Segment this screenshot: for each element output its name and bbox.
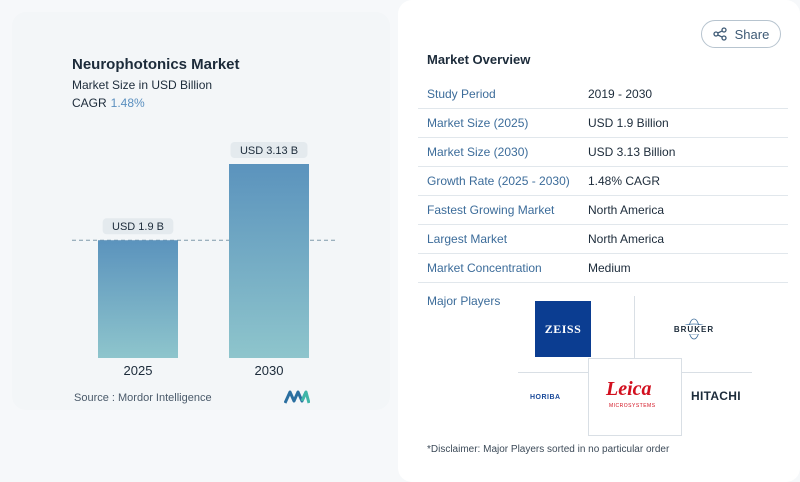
overview-row-label: Market Size (2030) xyxy=(427,145,529,159)
data-label: USD 1.9 B xyxy=(112,221,164,233)
logo-grid-divider xyxy=(682,372,752,373)
bar-2030 xyxy=(229,164,309,358)
overview-row-value: 2019 - 2030 xyxy=(588,87,653,101)
logo-grid-divider xyxy=(634,296,635,358)
x-tick-label: 2030 xyxy=(255,363,284,378)
overview-row-label: Fastest Growing Market xyxy=(427,203,555,217)
share-icon xyxy=(712,27,727,41)
overview-row-label: Market Concentration xyxy=(427,261,542,275)
horiba-logo: HORIBA xyxy=(530,394,561,401)
overview-row-value: Medium xyxy=(588,261,631,275)
zeiss-logo: ZEISS xyxy=(535,301,591,357)
source-note: Source : Mordor Intelligence xyxy=(74,392,212,404)
chart-card xyxy=(12,12,390,410)
cagr-label: CAGR xyxy=(72,96,107,110)
cagr-row: CAGR 1.48% xyxy=(72,96,145,110)
overview-row-value: USD 3.13 Billion xyxy=(588,145,676,159)
bar-chart: USD 1.9 B 2025 USD 3.13 B 2030 xyxy=(72,142,338,378)
overview-row-value: USD 1.9 Billion xyxy=(588,116,669,130)
data-label-background xyxy=(230,142,308,158)
overview-row: Market Concentration Medium xyxy=(418,254,788,283)
logo-grid-divider xyxy=(518,372,588,373)
x-tick-label: 2025 xyxy=(124,363,153,378)
bruker-logo: BRUKER xyxy=(668,318,720,340)
share-label: Share xyxy=(734,26,770,42)
overview-row-label: Largest Market xyxy=(427,232,508,246)
overview-row-value: North America xyxy=(588,232,665,246)
overview-title: Market Overview xyxy=(427,52,531,67)
overview-row-label: Study Period xyxy=(427,87,496,101)
overview-row-value: North America xyxy=(588,203,665,217)
overview-row: Market Size (2025) USD 1.9 Billion xyxy=(418,109,788,138)
overview-row-label: Growth Rate (2025 - 2030) xyxy=(427,174,570,188)
leica-logo-subtitle: MICROSYSTEMS xyxy=(609,403,656,409)
overview-row: Largest Market North America xyxy=(418,225,788,254)
mordor-intelligence-logo-icon xyxy=(284,390,310,404)
cagr-value: 1.48% xyxy=(110,96,145,110)
overview-row: Fastest Growing Market North America xyxy=(418,196,788,225)
disclaimer: *Disclaimer: Major Players sorted in no … xyxy=(427,444,670,455)
overview-row-value: 1.48% CAGR xyxy=(588,174,661,188)
overview-row: Growth Rate (2025 - 2030) 1.48% CAGR xyxy=(418,167,788,196)
leica-logo-box xyxy=(588,358,682,436)
overview-row: Market Size (2030) USD 3.13 Billion xyxy=(418,138,788,167)
overview-row: Study Period 2019 - 2030 xyxy=(418,80,788,109)
major-players-label: Major Players xyxy=(427,294,501,308)
chart-subtitle: Market Size in USD Billion xyxy=(72,78,213,92)
share-button[interactable]: Share xyxy=(701,20,781,48)
overview-table: Study Period 2019 - 2030 Market Size (2025… xyxy=(418,80,788,283)
overview-row-label: Market Size (2025) xyxy=(427,116,529,130)
bar-2025 xyxy=(98,240,178,358)
data-label: USD 3.13 B xyxy=(240,145,298,157)
leica-logo: Leica xyxy=(606,378,652,400)
hitachi-logo: HITACHI xyxy=(691,389,741,403)
chart-title: Neurophotonics Market xyxy=(72,56,240,73)
data-label-background xyxy=(102,218,174,235)
